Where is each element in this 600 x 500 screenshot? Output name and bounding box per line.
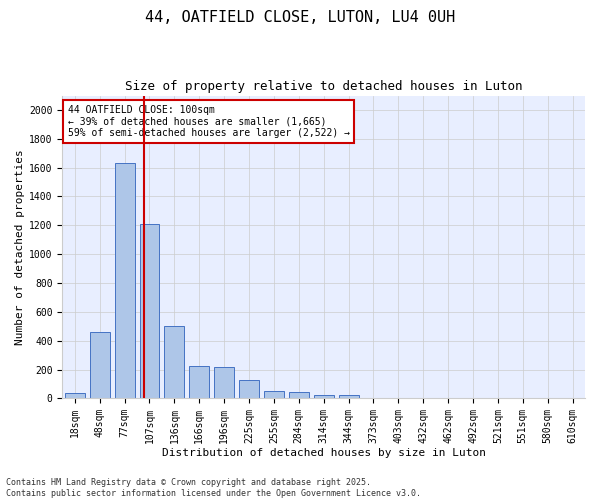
Bar [140,224,160,398]
X-axis label: Distribution of detached houses by size in Luton: Distribution of detached houses by size … [161,448,485,458]
Text: 44, OATFIELD CLOSE, LUTON, LU4 0UH: 44, OATFIELD CLOSE, LUTON, LU4 0UH [145,10,455,25]
Y-axis label: Number of detached properties: Number of detached properties [15,149,25,345]
Bar [264,391,284,398]
Bar [338,396,359,398]
Text: 44 OATFIELD CLOSE: 100sqm
← 39% of detached houses are smaller (1,665)
59% of se: 44 OATFIELD CLOSE: 100sqm ← 39% of detac… [68,104,350,138]
Text: Contains HM Land Registry data © Crown copyright and database right 2025.
Contai: Contains HM Land Registry data © Crown c… [6,478,421,498]
Bar [289,392,309,398]
Title: Size of property relative to detached houses in Luton: Size of property relative to detached ho… [125,80,523,93]
Bar [214,366,234,398]
Bar [164,326,184,398]
Bar [65,394,85,398]
Bar [239,380,259,398]
Bar [90,332,110,398]
Bar [115,164,134,398]
Bar [190,366,209,398]
Bar [314,395,334,398]
